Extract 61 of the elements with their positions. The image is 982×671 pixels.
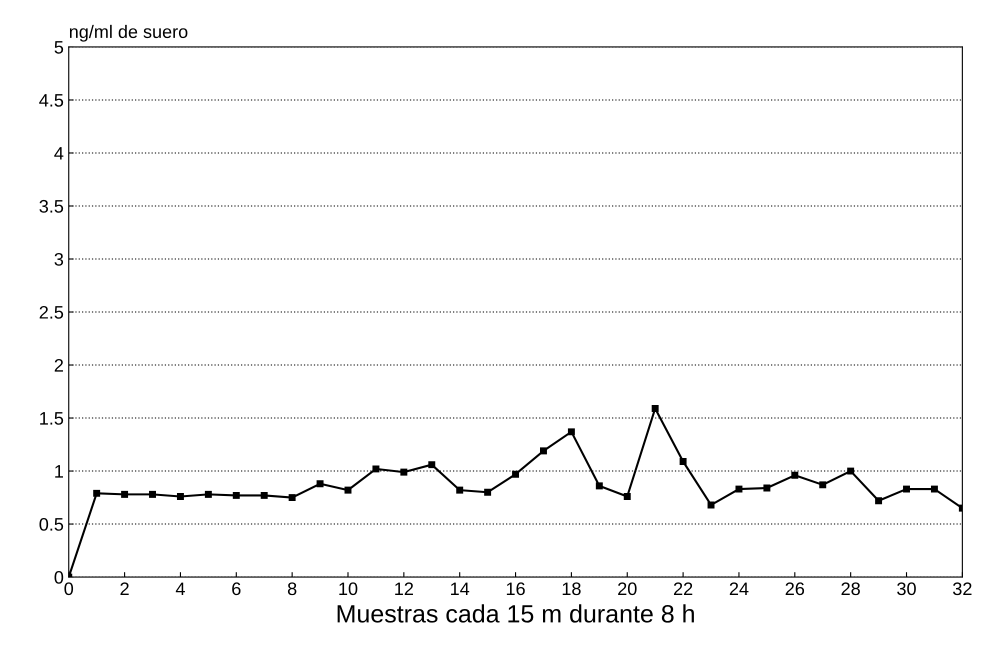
y-tick-label: 4.5 [39,94,64,107]
point [735,486,742,493]
point [93,490,100,497]
y-tick-label: 0 [54,570,64,584]
x-tick-label: 6 [232,582,241,596]
x-tick-label: 18 [562,582,581,596]
point [400,468,408,476]
point [763,484,770,492]
x-tick-label: 26 [786,582,804,596]
point [121,490,128,498]
x-tick-label: 2 [120,582,129,596]
x-tick-label: 32 [953,582,972,596]
point [596,482,603,490]
point [288,494,296,502]
point [540,447,547,454]
point [624,493,631,500]
x-tick-label: 24 [730,582,748,596]
y-tick-label: 3.5 [39,200,64,213]
point [232,492,240,499]
y-tick-label: 0.5 [39,518,64,531]
x-axis-title: Muestras cada 15 m durante 8 h [338,604,694,623]
y-tick-label: 2.5 [40,306,64,319]
point [428,461,436,468]
x-tick-label: 20 [618,582,637,596]
point [680,458,687,465]
x-tick-label: 12 [395,582,413,596]
y-tick-label: 3 [54,252,64,266]
y-tick-label: 5 [54,41,64,54]
point [484,488,492,496]
point [930,486,938,493]
point [176,493,184,500]
point [149,490,156,498]
point [791,472,798,479]
x-tick-label: 28 [842,582,860,596]
point [903,486,910,493]
point [847,468,854,475]
x-tick-label: 8 [288,582,296,596]
x-tick-label: 16 [506,582,525,596]
point [512,470,520,478]
y-tick-label: 4 [54,147,64,160]
point [875,497,882,504]
point [652,405,659,412]
y-tick-label: 1.5 [40,412,64,425]
point [708,501,714,508]
x-tick-label: 10 [339,582,358,596]
x-tick-label: 14 [451,582,470,596]
y-tick-label: 1 [55,465,63,478]
x-tick-label: 4 [176,582,185,596]
point [568,428,575,436]
y-axis-title: ng/ml de suero [70,24,188,42]
point [260,492,268,499]
y-tick-label: 2 [54,358,63,372]
x-tick-label: 30 [897,582,916,596]
point [204,490,212,498]
point [316,480,324,488]
point [819,481,826,488]
x-tick-label: 22 [674,582,692,596]
point [344,486,352,494]
point [372,465,380,472]
x-tick-label: 0 [64,582,74,596]
point [456,486,464,494]
